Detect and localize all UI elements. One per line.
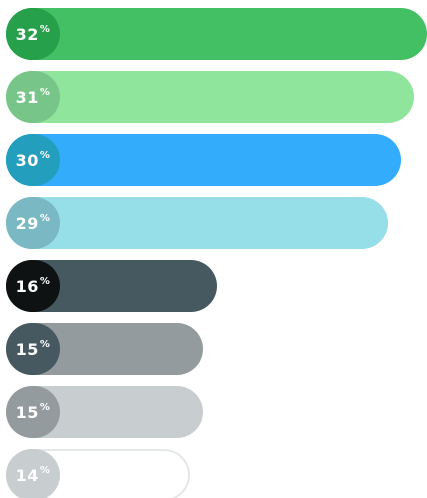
bar-value: 32 xyxy=(15,24,39,44)
bar-value-label: 32% xyxy=(6,8,60,60)
bar-5: 16% xyxy=(6,260,217,312)
bar-value: 30 xyxy=(15,150,39,170)
bar-value-label: 31% xyxy=(6,71,60,123)
bar-value: 15 xyxy=(15,339,39,359)
bar-2: 31% xyxy=(6,71,414,123)
percent-sign: % xyxy=(39,464,51,476)
bar-value-label: 29% xyxy=(6,197,60,249)
bar-3: 30% xyxy=(6,134,401,186)
bar-value: 29 xyxy=(15,213,39,233)
bar-value: 14 xyxy=(15,465,39,485)
percent-sign: % xyxy=(39,149,51,161)
bar-6: 15% xyxy=(6,323,203,375)
bar-8: 14% xyxy=(6,449,190,498)
bar-value: 15 xyxy=(15,402,39,422)
bar-value-label: 16% xyxy=(6,260,60,312)
bar-1: 32% xyxy=(6,8,427,60)
percent-sign: % xyxy=(39,212,51,224)
bar-value-label: 14% xyxy=(6,449,60,498)
bar-value-label: 15% xyxy=(6,386,60,438)
bar-value: 31 xyxy=(15,87,39,107)
percent-sign: % xyxy=(39,275,51,287)
bar-value-label: 30% xyxy=(6,134,60,186)
bar-value: 16 xyxy=(15,276,39,296)
percent-sign: % xyxy=(39,401,51,413)
percent-sign: % xyxy=(39,338,51,350)
bar-4: 29% xyxy=(6,197,388,249)
bar-value-label: 15% xyxy=(6,323,60,375)
bar-7: 15% xyxy=(6,386,203,438)
percent-sign: % xyxy=(39,23,51,35)
percent-sign: % xyxy=(39,86,51,98)
